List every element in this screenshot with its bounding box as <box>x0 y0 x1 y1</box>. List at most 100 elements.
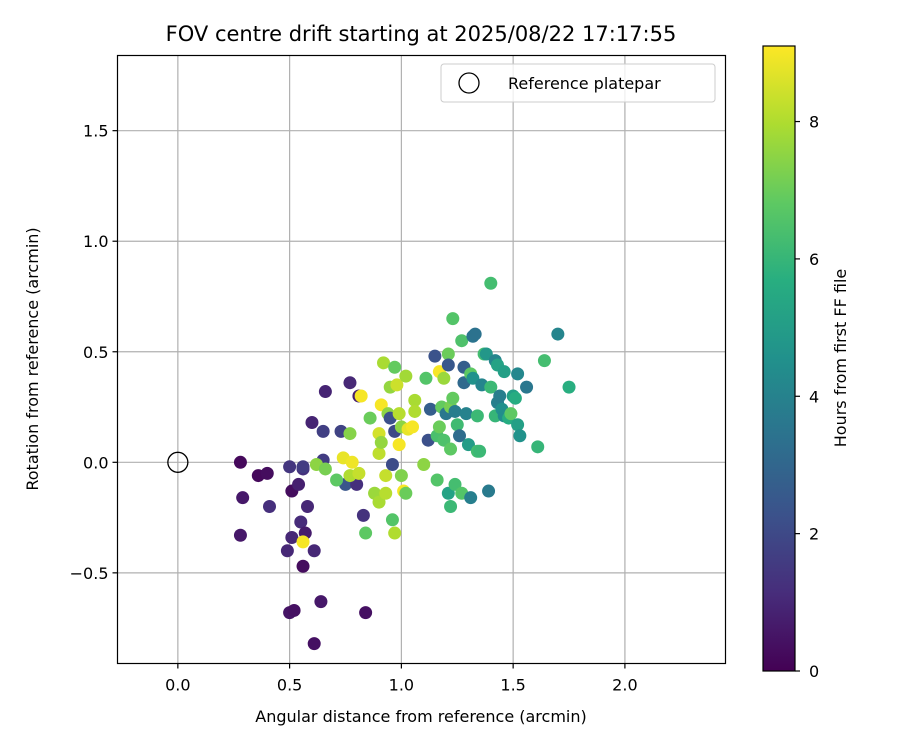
data-point <box>446 312 460 326</box>
data-point <box>473 444 487 458</box>
data-point <box>444 500 458 514</box>
colorbar-tick-label: 4 <box>809 387 819 406</box>
data-point <box>484 380 498 394</box>
grid-lines <box>117 55 726 664</box>
data-point <box>280 544 294 558</box>
data-point <box>372 446 386 460</box>
data-point <box>390 378 404 392</box>
data-point <box>448 477 462 491</box>
legend-marker-icon <box>458 72 480 94</box>
data-point <box>441 358 455 372</box>
colorbar-gradient <box>762 45 796 672</box>
scatter-points <box>233 276 576 651</box>
reference-marker-layer <box>167 451 189 473</box>
data-point <box>314 595 328 609</box>
data-point <box>374 398 388 412</box>
data-point <box>350 477 364 491</box>
plot-frame <box>116 54 727 665</box>
data-point <box>562 380 576 394</box>
data-point <box>233 455 247 469</box>
data-point <box>379 486 393 500</box>
data-point <box>504 407 518 421</box>
data-point <box>307 637 321 651</box>
data-point <box>296 460 310 474</box>
data-point <box>377 356 390 370</box>
data-point <box>285 530 299 544</box>
data-point <box>513 429 527 443</box>
data-point <box>511 367 525 381</box>
colorbar: 0 2 4 6 8 Hours from first FF file <box>762 45 850 681</box>
data-point <box>294 515 308 529</box>
y-tick-label: 0.5 <box>83 343 108 362</box>
data-point <box>385 458 399 472</box>
data-point <box>233 528 247 542</box>
data-point <box>260 466 274 480</box>
x-axis-label: Angular distance from reference (arcmin) <box>255 707 586 726</box>
data-point <box>379 469 393 483</box>
data-point <box>392 438 406 452</box>
data-point <box>437 433 451 447</box>
data-point <box>437 371 451 385</box>
data-point <box>316 424 330 438</box>
data-point <box>318 385 332 399</box>
legend-box <box>440 63 716 103</box>
y-tick-label: 1.0 <box>83 232 108 251</box>
data-point <box>343 427 357 441</box>
data-point <box>354 389 368 403</box>
data-point <box>453 429 466 443</box>
data-point <box>551 327 565 341</box>
data-point <box>479 347 493 361</box>
x-tick-label: 1.0 <box>389 676 414 695</box>
colorbar-tick-label: 2 <box>809 525 819 544</box>
data-point <box>287 603 301 617</box>
colorbar-tick-label: 0 <box>809 662 819 681</box>
y-tick-label: 1.5 <box>83 122 108 141</box>
data-point <box>343 376 357 390</box>
data-point <box>363 411 377 425</box>
data-point <box>520 380 534 394</box>
data-point <box>464 491 478 505</box>
data-point <box>470 409 484 423</box>
data-point <box>408 393 422 407</box>
data-point <box>318 462 332 476</box>
data-point <box>511 418 525 432</box>
legend: Reference platepar <box>440 63 716 103</box>
data-point <box>394 469 408 483</box>
data-point <box>345 455 359 469</box>
data-point <box>359 526 373 540</box>
y-axis-ticks: −0.5 0.0 0.5 1.0 1.5 <box>70 122 118 583</box>
data-point <box>459 407 473 421</box>
data-point <box>466 371 480 385</box>
data-point <box>307 544 321 558</box>
colorbar-ticks: 0 2 4 6 8 <box>795 113 819 681</box>
data-point <box>388 360 402 374</box>
data-point <box>423 402 437 416</box>
data-point <box>428 349 442 363</box>
legend-entry-label: Reference platepar <box>508 74 661 93</box>
data-point <box>385 513 399 527</box>
data-point <box>236 491 250 505</box>
data-point <box>531 440 545 454</box>
data-point <box>508 391 522 405</box>
data-point <box>455 334 469 348</box>
data-point <box>392 407 406 421</box>
data-point <box>356 508 370 522</box>
data-point <box>296 559 310 573</box>
data-point <box>417 458 431 472</box>
data-point <box>484 276 498 290</box>
data-point <box>450 418 464 432</box>
x-tick-label: 1.5 <box>500 676 525 695</box>
data-point <box>430 473 444 487</box>
data-point <box>468 327 482 341</box>
data-point <box>497 365 511 379</box>
data-point <box>432 420 446 434</box>
y-tick-label: −0.5 <box>70 564 109 583</box>
x-axis-ticks: 0.0 0.5 1.0 1.5 2.0 <box>165 663 638 695</box>
x-tick-label: 0.0 <box>165 676 190 695</box>
data-point <box>399 369 413 383</box>
data-point <box>461 438 475 452</box>
chart-title: FOV centre drift starting at 2025/08/22 … <box>166 22 677 46</box>
data-point <box>374 435 388 449</box>
data-point <box>399 486 413 500</box>
data-point <box>263 500 276 514</box>
